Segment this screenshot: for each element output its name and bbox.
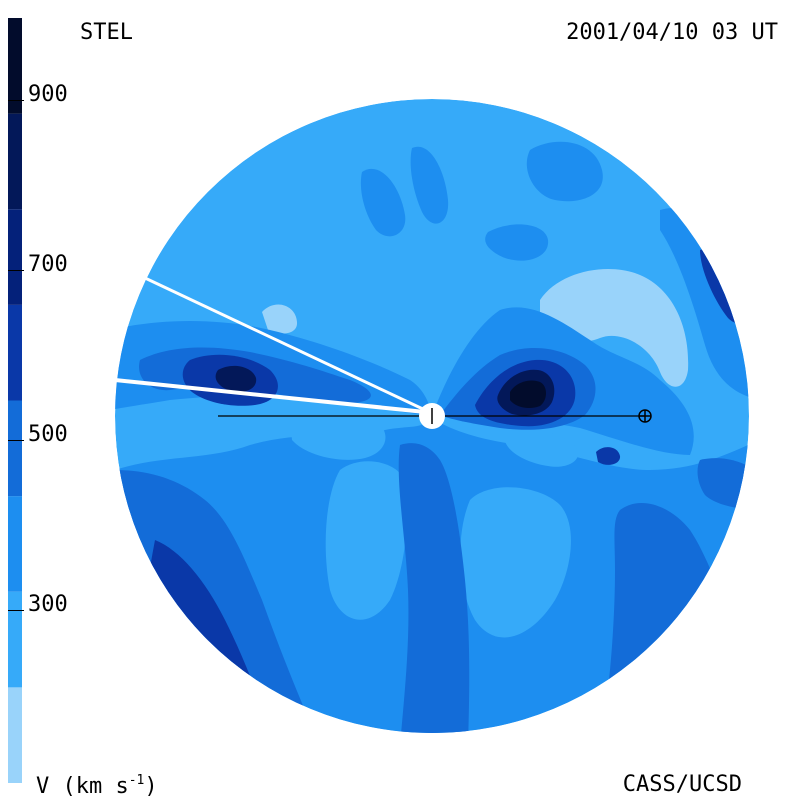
colorbar-band-0 xyxy=(8,687,22,783)
velocity-disk xyxy=(115,99,749,733)
credit-label: CASS/UCSD xyxy=(622,772,742,797)
timestamp-label: 2001/04/10 03 UT xyxy=(566,20,778,45)
colorbar-band-7 xyxy=(8,18,22,114)
contour-peak-left xyxy=(215,365,257,392)
contour-light-lower-middle xyxy=(325,461,407,620)
contour-low-left xyxy=(262,304,298,334)
colorbar-band-3 xyxy=(8,400,22,497)
colorbar-label-300: 300 xyxy=(28,592,68,617)
unit-text: (km s xyxy=(62,774,129,799)
colorbar-label-900: 900 xyxy=(28,82,68,107)
colorbar-band-2 xyxy=(8,496,22,592)
contour-peak-center-core xyxy=(510,380,546,408)
colorbar-tick-900 xyxy=(8,100,24,101)
unit-exponent: -1 xyxy=(128,773,145,788)
colorbar-tick-500 xyxy=(8,440,24,441)
colorbar-label-700: 700 xyxy=(28,252,68,277)
contour-low-upper-right xyxy=(540,268,689,387)
colorbar-band-1 xyxy=(8,591,22,688)
source-label: STEL xyxy=(80,20,133,45)
contour-light-center-left xyxy=(290,406,386,460)
data-gap-line-upper xyxy=(144,276,426,412)
unit-symbol: V xyxy=(36,774,50,799)
colorbar-band-5 xyxy=(8,209,22,305)
contour-dark-lower-right xyxy=(600,502,749,733)
contour-deep-right-spot xyxy=(596,447,621,465)
contour-light-lower-right xyxy=(460,487,571,638)
contour-mid-top-2 xyxy=(410,146,449,224)
contour-mid-top-1 xyxy=(360,168,406,237)
contour-mid-top-4 xyxy=(485,224,549,261)
colorbar-tick-300 xyxy=(8,610,24,611)
colorbar-label-500: 500 xyxy=(28,422,68,447)
velocity-colorbar xyxy=(8,18,22,783)
colorbar-band-6 xyxy=(8,113,22,210)
earth-icon xyxy=(638,409,652,423)
colorbar-band-4 xyxy=(8,304,22,401)
contour-dark-lower-center xyxy=(398,443,470,733)
unit-close: ) xyxy=(144,774,158,799)
contour-mid-top-3 xyxy=(526,141,603,202)
unit-label: V (km s-1) xyxy=(36,774,158,798)
colorbar-tick-700 xyxy=(8,270,24,271)
data-gap-line-lower xyxy=(114,378,426,414)
contour-light-center-right xyxy=(504,429,579,467)
